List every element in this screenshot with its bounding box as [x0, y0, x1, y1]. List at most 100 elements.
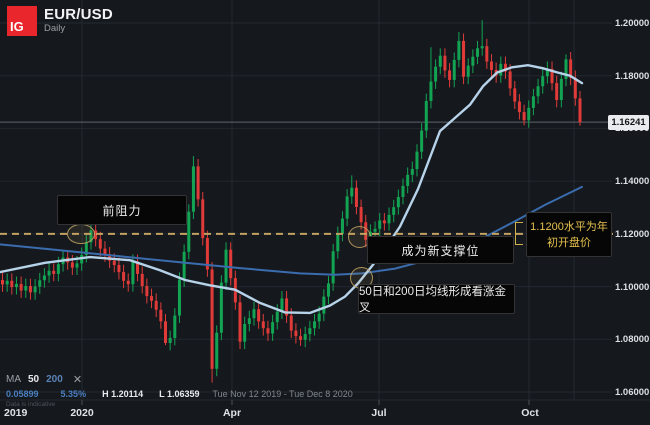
- candle-body: [401, 185, 405, 197]
- last-price-badge: 1.16241: [608, 115, 649, 131]
- candle-body: [271, 322, 275, 334]
- annotation-golden-cross: 50日和200日均线形成看涨金叉: [358, 284, 515, 314]
- candle-body: [485, 46, 489, 62]
- remove-indicator-icon[interactable]: ✕: [72, 374, 83, 386]
- ma-label: MA: [6, 374, 21, 385]
- candle-body: [322, 296, 326, 314]
- candle-body: [122, 272, 126, 281]
- candle-body: [387, 214, 391, 224]
- annotation-year-open: 1.1200水平为年 初开盘价: [526, 212, 612, 257]
- annotation-text: 前阻力: [102, 203, 142, 218]
- candle-body: [243, 323, 247, 342]
- candle-body: [424, 101, 428, 131]
- candle-body: [294, 330, 298, 337]
- data-indicative-note: Data is indicative: [6, 401, 56, 408]
- indicator-legend: MA 50 200 ✕ 0.05899 5.35% H 1.20114 L 1.…: [6, 373, 353, 408]
- candle-body: [94, 230, 98, 240]
- candle-body: [392, 207, 396, 215]
- candle-body: [215, 332, 219, 369]
- candle-body: [205, 238, 209, 270]
- candle-body: [429, 81, 433, 102]
- candle-body: [443, 55, 447, 71]
- candle-body: [434, 66, 438, 82]
- candle-body: [462, 40, 466, 77]
- candle-body: [5, 280, 9, 285]
- period-low: L 1.06359: [159, 389, 200, 399]
- candle-body: [438, 55, 442, 67]
- annotation-text: 50日和200日均线形成看涨金叉: [359, 286, 506, 314]
- candle-body: [238, 302, 242, 342]
- candle-body: [382, 220, 386, 224]
- candle-body: [28, 286, 32, 293]
- ma50-line: [0, 63, 584, 315]
- candle-body: [33, 286, 37, 293]
- candle-body: [336, 233, 340, 252]
- candle-body: [261, 321, 265, 329]
- candle-body: [471, 56, 475, 66]
- candle-body: [257, 309, 261, 322]
- candle-body: [117, 264, 121, 273]
- candle-body: [247, 318, 251, 324]
- candle-body: [191, 166, 195, 212]
- candle-body: [14, 283, 18, 288]
- candle-body: [24, 286, 28, 291]
- candle-body: [406, 174, 410, 186]
- candle-body: [219, 282, 223, 333]
- candle-body: [299, 336, 303, 340]
- candle-body: [84, 242, 88, 255]
- candle-body: [229, 249, 233, 279]
- instrument-title: EUR/USD Daily: [44, 6, 113, 36]
- candle-body: [313, 321, 317, 329]
- candle-body: [564, 59, 568, 79]
- candle-body: [308, 328, 312, 335]
- annotation-text-line2: 初开盘价: [547, 236, 591, 249]
- candle-body: [569, 59, 573, 78]
- candle-body: [177, 279, 181, 316]
- annotation-prior-resistance: 前阻力: [57, 195, 187, 225]
- candle-body: [513, 88, 517, 102]
- candle-body: [452, 59, 456, 80]
- candle-body: [196, 166, 200, 200]
- candle-body: [150, 296, 154, 301]
- candle-body: [480, 46, 484, 49]
- candle-body: [350, 187, 354, 197]
- candle-body: [457, 40, 461, 60]
- candle-body: [173, 315, 177, 338]
- ma-indicator-row[interactable]: MA 50 200 ✕: [6, 373, 353, 386]
- candle-body: [42, 275, 46, 281]
- candle-body: [499, 63, 503, 76]
- candle-body: [303, 334, 307, 340]
- annotation-text-line1: 1.1200水平为年: [530, 220, 608, 233]
- change-percent: 5.35%: [60, 389, 87, 399]
- candle-body: [159, 309, 163, 322]
- ig-logo: IG: [7, 6, 37, 36]
- candle-body: [466, 65, 470, 77]
- ma-period-200: 200: [46, 374, 63, 385]
- candle-body: [280, 298, 284, 312]
- candle-body: [527, 107, 531, 121]
- candle-body: [503, 63, 507, 72]
- highlight-circle-resistance: [67, 224, 95, 244]
- candle-body: [410, 169, 414, 175]
- candle-body: [131, 261, 135, 285]
- candle-body: [378, 220, 382, 229]
- candle-body: [289, 315, 293, 331]
- candle-body: [285, 298, 289, 316]
- period-high: H 1.20114: [102, 389, 144, 399]
- candle-body: [163, 321, 167, 343]
- candle-body: [210, 269, 214, 369]
- candle-body: [331, 251, 335, 284]
- candle-body: [52, 270, 56, 274]
- candle-body: [187, 211, 191, 252]
- candle-body: [508, 71, 512, 89]
- candle-body: [154, 300, 158, 310]
- candle-body: [489, 61, 493, 70]
- candle-body: [517, 101, 521, 113]
- candle-body: [56, 264, 60, 274]
- candle-body: [275, 311, 279, 323]
- candle-body: [550, 68, 554, 84]
- candle-body: [140, 273, 144, 287]
- candle-body: [359, 206, 363, 223]
- candle-body: [38, 280, 42, 287]
